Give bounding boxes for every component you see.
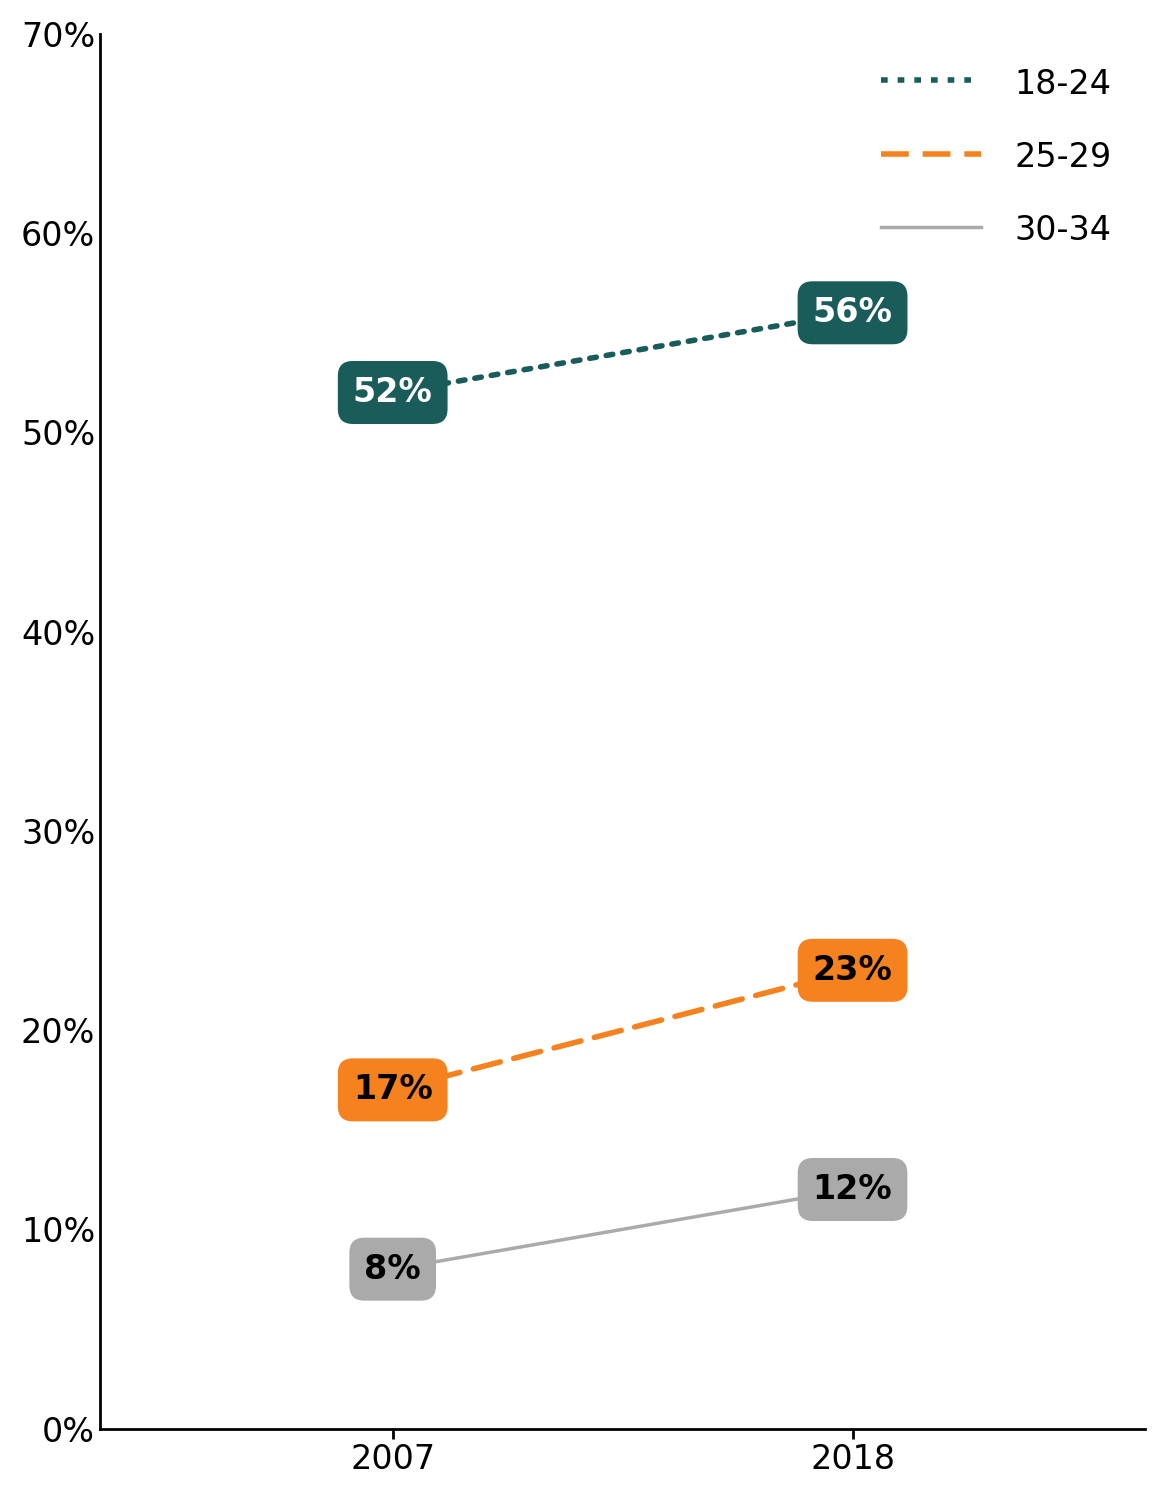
- Text: 8%: 8%: [365, 1253, 421, 1286]
- Text: 56%: 56%: [813, 296, 892, 329]
- Legend: 18-24, 25-29, 30-34: 18-24, 25-29, 30-34: [864, 51, 1129, 263]
- Text: 52%: 52%: [353, 376, 433, 409]
- Text: 12%: 12%: [813, 1174, 892, 1207]
- Text: 23%: 23%: [813, 954, 892, 987]
- Text: 17%: 17%: [353, 1073, 433, 1106]
